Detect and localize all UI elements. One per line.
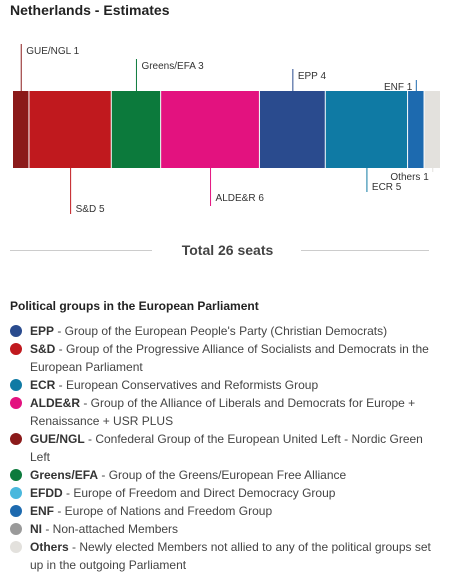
- legend-swatch-greens-efa: [10, 469, 22, 481]
- legend-description: - Confederal Group of the European Unite…: [30, 432, 423, 464]
- legend-swatch-epp: [10, 325, 22, 337]
- legend-swatch-enf: [10, 505, 22, 517]
- legend-swatch-gue-ngl: [10, 433, 22, 445]
- legend-swatch-others: [10, 541, 22, 553]
- legend-abbr: ENF: [30, 504, 54, 518]
- segment-label-epp: EPP 4: [298, 71, 327, 82]
- legend-description: - Group of the Progressive Alliance of S…: [30, 342, 429, 374]
- legend-item-epp: EPP - Group of the European People's Par…: [10, 322, 446, 340]
- bar-segment-alde-r: [161, 91, 259, 168]
- legend-swatch-efdd: [10, 487, 22, 499]
- legend-item-others: Others - Newly elected Members not allie…: [10, 538, 446, 574]
- legend-description: - Newly elected Members not allied to an…: [30, 540, 431, 572]
- legend-description: - Europe of Nations and Freedom Group: [54, 504, 273, 518]
- segment-label-greens-efa: Greens/EFA 3: [141, 61, 204, 72]
- seat-chart: GUE/NGL 1 S&D 5 Greens/EFA 3 ALDE&R 6 EPP 4 E…: [13, 44, 440, 215]
- bar-segment-greens-efa: [111, 91, 161, 168]
- legend-description: - Non-attached Members: [42, 522, 179, 536]
- legend-swatch-ecr: [10, 379, 22, 391]
- legend-item-ni: NI - Non-attached Members: [10, 520, 446, 538]
- legend-item-efdd: EFDD - Europe of Freedom and Direct Demo…: [10, 484, 446, 502]
- total-divider-right: [301, 250, 429, 251]
- legend-item-greens-efa: Greens/EFA - Group of the Greens/Europea…: [10, 466, 446, 484]
- legend-item-alde-r: ALDE&R - Group of the Alliance of Libera…: [10, 394, 446, 430]
- legend-abbr: EPP: [30, 324, 55, 338]
- total-divider-left: [10, 250, 152, 251]
- bar-segment-ecr: [325, 91, 408, 168]
- legend-description: - Group of the Greens/European Free Alli…: [98, 468, 347, 482]
- segment-label-others: Others 1: [390, 172, 429, 183]
- legend-title: Political groups in the European Parliam…: [10, 299, 259, 313]
- legend-item-enf: ENF - Europe of Nations and Freedom Grou…: [10, 502, 446, 520]
- total-seats-label: Total 26 seats: [181, 242, 274, 258]
- segment-label-ecr: ECR 5: [372, 182, 402, 193]
- page-title: Netherlands - Estimates: [10, 2, 170, 18]
- bar-segment-others: [424, 91, 440, 168]
- legend-abbr: S&D: [30, 342, 56, 356]
- legend-description: - Group of the European People's Party (…: [54, 324, 388, 338]
- segment-label-gue-ngl: GUE/NGL 1: [26, 46, 79, 57]
- legend-abbr: ECR: [30, 378, 56, 392]
- legend-abbr: EFDD: [30, 486, 63, 500]
- legend-abbr: Greens/EFA: [30, 468, 99, 482]
- legend-swatch-ni: [10, 523, 22, 535]
- segment-label-alde-r: ALDE&R 6: [216, 193, 265, 204]
- legend-item-ecr: ECR - European Conservatives and Reformi…: [10, 376, 446, 394]
- legend-description: - European Conservatives and Reformists …: [55, 378, 319, 392]
- legend-abbr: GUE/NGL: [30, 432, 85, 446]
- legend-description: - Europe of Freedom and Direct Democracy…: [62, 486, 336, 500]
- legend-swatch-s-d: [10, 343, 22, 355]
- bar-segment-epp: [259, 91, 325, 168]
- legend-item-gue-ngl: GUE/NGL - Confederal Group of the Europe…: [10, 430, 446, 466]
- legend-description: - Group of the Alliance of Liberals and …: [30, 396, 416, 428]
- legend-abbr: NI: [30, 522, 42, 536]
- total-row: Total 26 seats: [0, 240, 451, 262]
- bar-segment-enf: [408, 91, 424, 168]
- bar-segment-s-d: [29, 91, 111, 168]
- segment-label-s-d: S&D 5: [76, 204, 105, 215]
- bar-segment-gue-ngl: [13, 91, 29, 168]
- legend-abbr: ALDE&R: [30, 396, 80, 410]
- legend-abbr: Others: [30, 540, 69, 554]
- segment-label-enf: ENF 1: [384, 82, 413, 93]
- legend: EPP - Group of the European People's Par…: [10, 322, 446, 574]
- legend-swatch-alde-r: [10, 397, 22, 409]
- legend-item-s-d: S&D - Group of the Progressive Alliance …: [10, 340, 446, 376]
